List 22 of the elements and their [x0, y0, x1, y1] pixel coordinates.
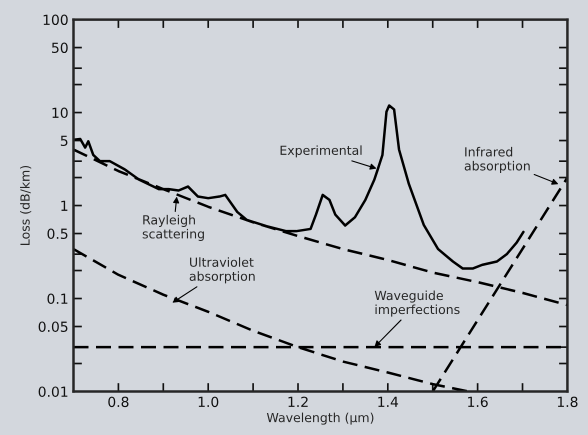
y-tick-label: 50 [52, 42, 68, 54]
x-tick-label: 1.8 [558, 396, 578, 408]
annotation: Experimental [280, 145, 362, 158]
x-tick-label: 0.8 [108, 396, 128, 408]
annotation: Ultraviolet absorption [190, 257, 255, 284]
annotation: Infrared absorption [464, 146, 530, 173]
x-tick-label: 1.2 [288, 396, 308, 407]
x-tick-label: 1.4 [378, 396, 398, 407]
y-tick-label: 0.05 [38, 321, 68, 332]
y-tick-label: 1 [61, 200, 68, 211]
y-tick-label: 0.5 [47, 228, 68, 239]
x-tick-label: 1.0 [198, 396, 218, 408]
x-axis-title: Wavelength (µm) [266, 412, 374, 425]
x-tick-label: 1.6 [468, 396, 488, 408]
annotation: Rayleigh scattering [142, 214, 204, 241]
y-tick-label: 100 [44, 14, 68, 26]
y-axis-title: Loss (dB/km) [20, 166, 32, 245]
annotation: Waveguide imperfections [374, 290, 460, 317]
y-tick-label: 0.1 [47, 293, 68, 304]
y-tick-label: 0.01 [38, 386, 68, 397]
y-tick-label: 5 [60, 136, 68, 146]
y-tick-label: 10 [52, 108, 68, 118]
